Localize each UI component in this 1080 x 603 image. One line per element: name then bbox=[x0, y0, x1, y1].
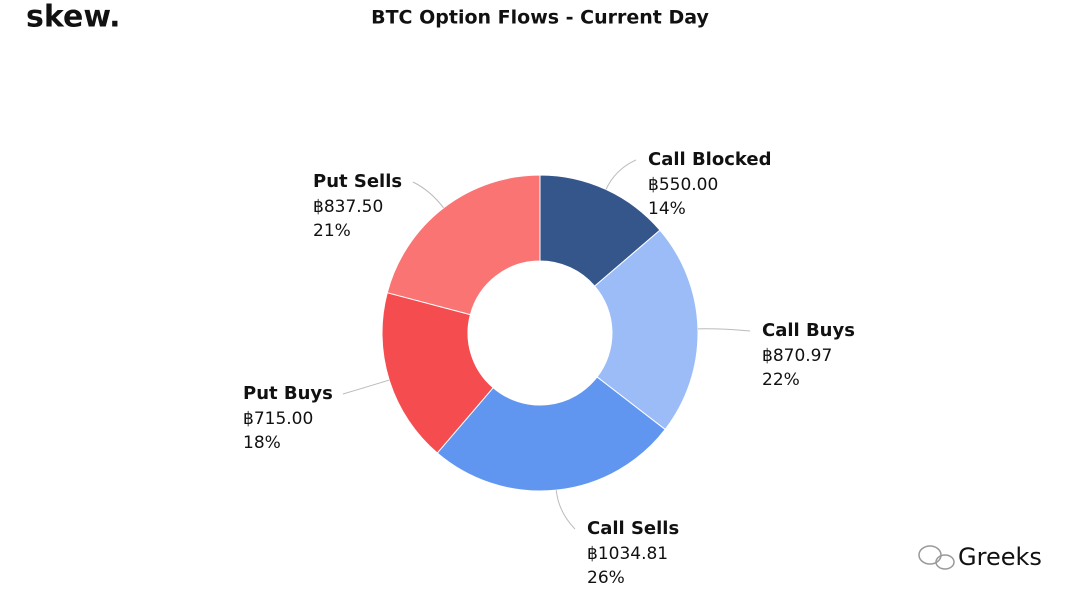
connector bbox=[412, 181, 444, 209]
chart-title: BTC Option Flows - Current Day bbox=[371, 7, 709, 29]
slice-value: ฿1034.81 bbox=[587, 544, 668, 564]
slice bbox=[436, 376, 666, 492]
slice-value: ฿870.97 bbox=[762, 346, 832, 366]
connector bbox=[555, 490, 576, 530]
slice-label: Call Buys bbox=[762, 320, 855, 341]
slice-percent: 22% bbox=[762, 370, 800, 390]
slice-value: ฿715.00 bbox=[243, 409, 313, 429]
slice bbox=[386, 174, 541, 316]
connector bbox=[697, 328, 751, 332]
watermark: Greeks bbox=[958, 543, 1042, 571]
slice bbox=[539, 174, 661, 287]
brand-logo: skew. bbox=[26, 0, 121, 35]
slice-percent: 21% bbox=[313, 221, 351, 241]
connector bbox=[342, 379, 390, 395]
slice bbox=[593, 229, 699, 431]
slice-value: ฿550.00 bbox=[648, 175, 718, 195]
watermark-icon bbox=[918, 545, 955, 570]
slice-value: ฿837.50 bbox=[313, 197, 383, 217]
slice-label: Call Sells bbox=[587, 518, 679, 539]
slice-label: Put Buys bbox=[243, 383, 333, 404]
slice-label: Call Blocked bbox=[648, 149, 771, 170]
slice-percent: 14% bbox=[648, 199, 686, 219]
slice-percent: 18% bbox=[243, 433, 281, 453]
slice-label: Put Sells bbox=[313, 171, 402, 192]
slice bbox=[381, 292, 494, 454]
slice-percent: 26% bbox=[587, 568, 625, 588]
connector bbox=[605, 159, 637, 190]
